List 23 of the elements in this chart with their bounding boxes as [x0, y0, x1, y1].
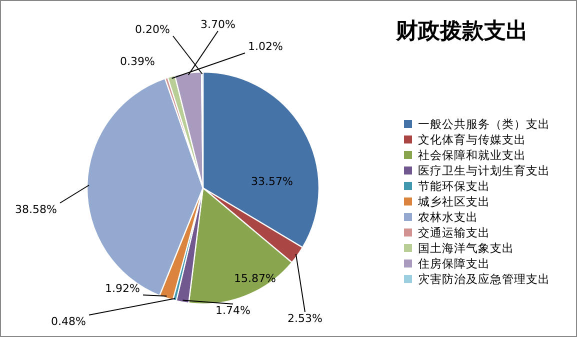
- data-label: 1.74%: [216, 304, 250, 317]
- legend-label: 文化体育与传媒支出: [418, 132, 526, 146]
- data-label: 0.20%: [135, 23, 170, 36]
- legend-label: 住房保障支出: [417, 256, 490, 270]
- data-label: 0.48%: [51, 315, 86, 328]
- data-label: 0.39%: [120, 55, 155, 68]
- legend-label: 社会保障和就业支出: [418, 148, 526, 162]
- legend-label: 灾害防治及应急管理支出: [418, 272, 550, 286]
- legend-label: 一般公共服务（类）支出: [418, 117, 550, 131]
- legend-label: 交通运输支出: [418, 226, 490, 240]
- legend-label: 农林水支出: [418, 210, 478, 224]
- legend-label: 节能环保支出: [418, 179, 490, 193]
- legend-label: 国土海洋气象支出: [418, 241, 514, 255]
- chart-title: 财政拨款支出: [395, 18, 528, 44]
- legend-label: 医疗卫生与计划生育支出: [418, 164, 550, 178]
- legend-label: 城乡社区支出: [417, 194, 490, 208]
- data-label: 1.92%: [105, 282, 140, 295]
- data-label: 38.58%: [15, 203, 57, 216]
- data-label: 2.53%: [288, 312, 322, 325]
- data-label: 3.70%: [200, 18, 236, 31]
- data-label: 15.87%: [234, 272, 276, 285]
- data-label: 1.02%: [248, 40, 283, 53]
- data-label: 33.57%: [251, 175, 293, 188]
